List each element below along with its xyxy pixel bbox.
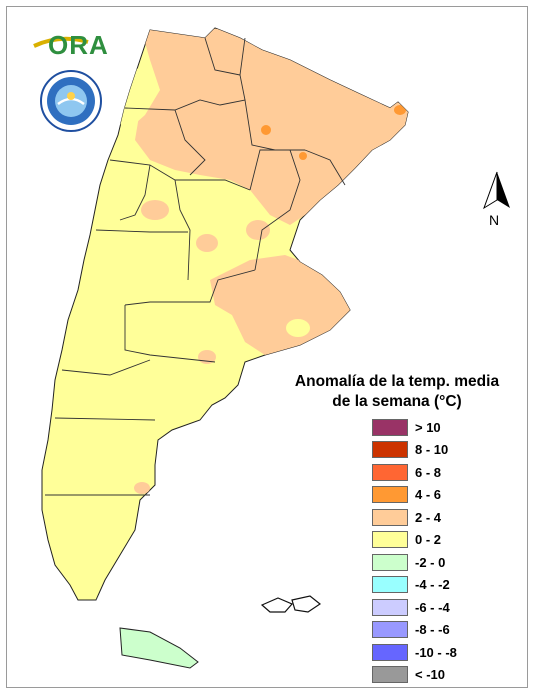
legend-swatch [372,463,408,481]
zone-2-4-cuyo [141,200,169,220]
legend-item: -4 - -2 [372,574,457,597]
legend-swatch [372,486,408,504]
legend-item: -8 - -6 [372,619,457,642]
legend-label: 6 - 8 [415,464,442,480]
smn-seal-icon [40,70,102,132]
legend-title: Anomalía de la temp. media de la semana … [292,372,502,412]
legend-label: -6 - -4 [415,599,450,615]
legend: > 10 8 - 10 6 - 8 4 - 6 2 - 4 0 - 2 -2 -… [372,416,457,686]
legend-swatch [372,621,408,639]
legend-label: -10 - -8 [415,644,457,660]
legend-item: < -10 [372,664,457,687]
zone-2-4-north [135,28,408,225]
zone-2-4-litoral [246,220,270,240]
zone-4-6-formosa [261,125,271,135]
legend-swatch [372,531,408,549]
legend-swatch [372,418,408,436]
ora-swoosh-icon [33,36,89,48]
legend-label: 8 - 10 [415,442,449,458]
legend-item: 6 - 8 [372,461,457,484]
legend-item: 8 - 10 [372,439,457,462]
zone-2-4-pampa [210,255,352,355]
tierra-del-fuego [119,627,199,669]
legend-label: 4 - 6 [415,487,442,503]
legend-label: -4 - -2 [415,577,450,593]
legend-item: -10 - -8 [372,641,457,664]
legend-swatch [372,576,408,594]
north-label: N [489,212,500,228]
zone-2-4-chubut [134,482,150,494]
north-arrow-icon [483,171,510,210]
legend-item: 2 - 4 [372,506,457,529]
map-frame [6,6,528,688]
legend-swatch [372,666,408,684]
legend-label: 0 - 2 [415,532,442,548]
legend-title-line1: Anomalía de la temp. media [294,373,500,390]
legend-swatch [372,441,408,459]
zone-4-6-chaco [299,152,307,160]
legend-label: > 10 [415,419,441,435]
legend-label: -8 - -6 [415,622,450,638]
legend-swatch [372,643,408,661]
zone-4-6-misiones [394,105,406,115]
legend-label: -2 - 0 [415,554,446,570]
legend-item: -6 - -4 [372,596,457,619]
legend-swatch [372,553,408,571]
islas-malvinas [260,595,322,613]
legend-item: > 10 [372,416,457,439]
ora-logo: ORA [30,28,110,68]
legend-item: 0 - 2 [372,529,457,552]
ora-logo-text: ORA [48,30,109,60]
legend-item: -2 - 0 [372,551,457,574]
legend-title-line2: de la semana (°C) [332,393,462,410]
zone-2-4-cordoba [196,234,218,252]
legend-swatch [372,598,408,616]
legend-label: 2 - 4 [415,509,442,525]
legend-swatch [372,508,408,526]
legend-item: 4 - 6 [372,484,457,507]
legend-label: < -10 [415,667,445,683]
zone-0-2-pampa-hole [286,319,310,337]
province-borders [45,37,346,496]
